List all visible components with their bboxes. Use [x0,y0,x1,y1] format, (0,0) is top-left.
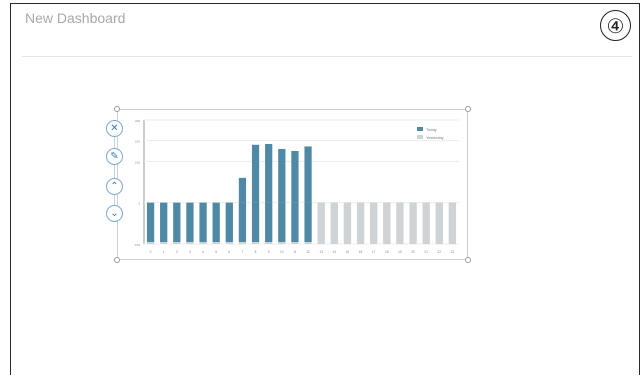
legend-swatch [417,135,423,139]
bar-today [265,143,273,203]
bar-base [396,202,404,242]
legend-label: Yesterday [426,135,444,140]
y-tick-label: 100 [135,160,140,164]
bar-base [212,202,220,242]
bar-base [160,202,168,242]
bar-base [146,202,155,242]
x-tick-label: 0 [150,250,152,254]
legend-swatch [417,127,423,131]
bar-base [330,202,338,242]
resize-handle-bottom-right[interactable] [465,257,471,263]
header-divider [22,56,632,57]
bar-base [356,202,365,242]
x-tick-label: 10 [280,250,284,254]
bar-today [238,177,247,203]
bar-today [278,148,286,203]
resize-handle-bottom-left[interactable] [114,257,120,263]
x-tick-label: 8 [255,250,257,254]
pencil-icon: ✎ [110,150,119,162]
x-tick-label: 2 [176,250,178,254]
x-tick-label: 18 [385,250,389,254]
close-icon: ✕ [110,122,119,134]
edit-widget-button[interactable]: ✎ [106,148,123,165]
bar-base [173,202,181,242]
x-tick-label: 22 [438,250,442,254]
move-up-button[interactable]: ⌃ [106,178,123,195]
x-tick-label: 17 [372,250,376,254]
x-tick-label: 5 [215,250,217,254]
x-tick-label: 11 [293,250,297,254]
x-tick-label: 16 [359,250,363,254]
bar-base [238,202,247,242]
bar-base [186,202,194,242]
toolbar-connector [114,122,115,222]
legend-label: Today [426,127,437,132]
bar-base [409,202,417,242]
step-badge: ④ [600,10,631,41]
bar-base [370,202,378,242]
bar-base [199,202,207,242]
x-tick-label: 7 [242,250,244,254]
x-tick-label: 12 [306,250,310,254]
bar-base [225,202,233,242]
dashboard-title: New Dashboard [25,10,126,26]
bar-base [317,202,325,242]
x-tick-label: 15 [346,250,350,254]
x-tick-label: 9 [268,250,270,254]
x-tick-label: 23 [451,250,455,254]
chevron-up-icon: ⌃ [110,180,119,192]
x-tick-label: 13 [319,250,323,254]
y-tick-label: -100 [134,243,140,247]
x-tick-label: 6 [228,250,230,254]
y-tick-label: 150 [135,140,140,144]
close-widget-button[interactable]: ✕ [106,120,123,137]
bar-base [304,202,312,242]
x-tick-label: 20 [411,250,415,254]
bar-today [304,146,312,203]
y-tick-label: 0 [138,202,140,206]
bar-base [343,202,352,242]
bar-base [435,202,443,242]
x-tick-label: 19 [398,250,402,254]
bar-base [448,202,457,242]
bar-base [278,202,286,242]
x-tick-label: 1 [163,250,165,254]
chevron-down-icon: ⌄ [110,207,119,219]
bar-base [422,202,430,242]
resize-handle-top-left[interactable] [114,106,120,112]
x-tick-label: 21 [424,250,428,254]
bar-today [251,144,260,203]
x-tick-label: 3 [189,250,191,254]
x-tick-label: 4 [202,250,204,254]
bar-base [265,202,273,242]
resize-handle-top-right[interactable] [465,106,471,112]
move-down-button[interactable]: ⌄ [106,205,123,222]
bar-base [383,202,391,242]
y-tick-label: 200 [135,119,140,123]
bar-today [291,151,299,203]
bar-base [291,202,299,242]
x-tick-label: 14 [333,250,337,254]
bar-base [251,202,260,242]
